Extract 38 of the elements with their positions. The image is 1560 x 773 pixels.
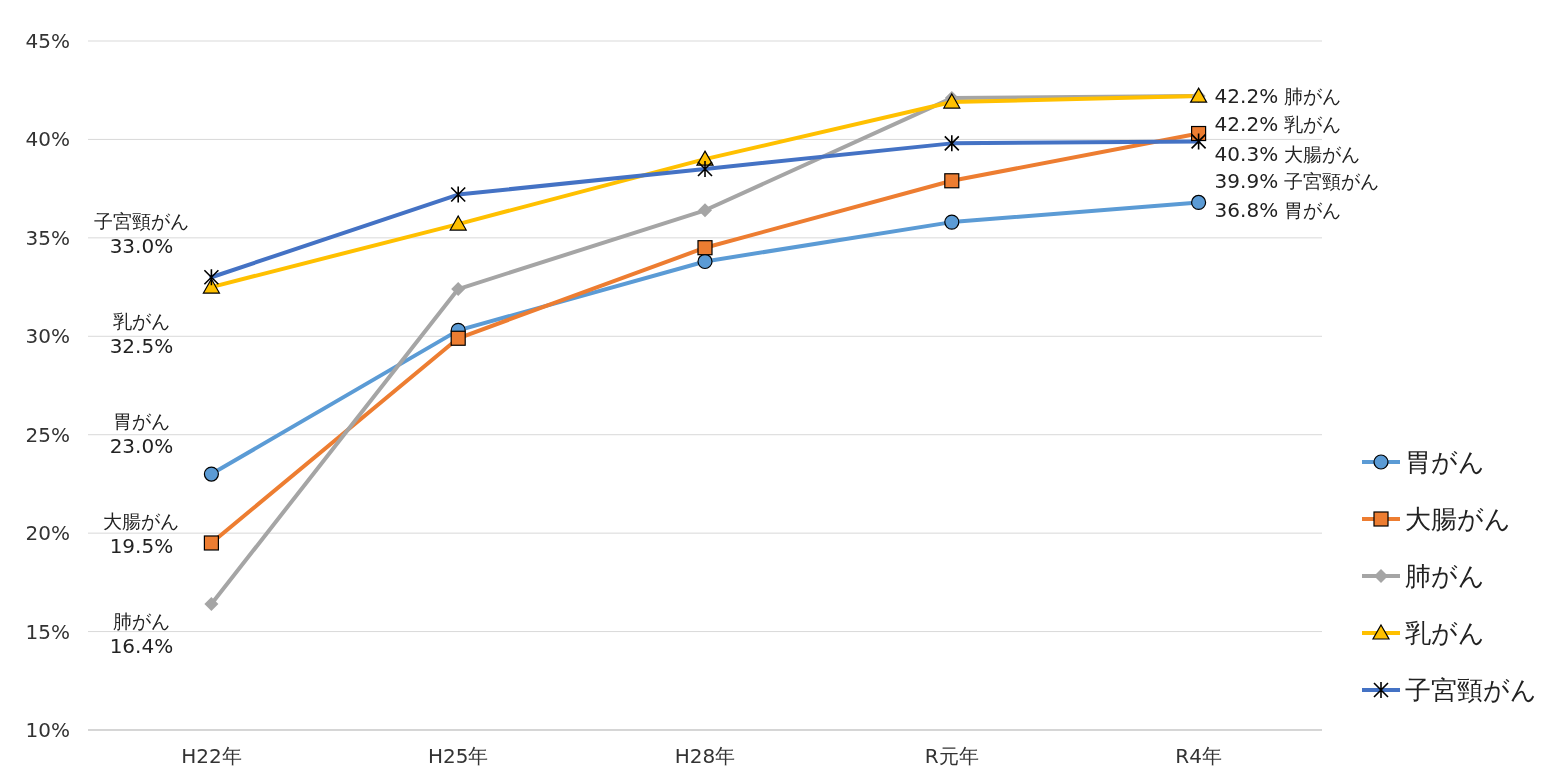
text: 乳がん [1284, 113, 1342, 136]
text: 子宮頸がん [1284, 170, 1380, 193]
legend-label: 大腸がん [1405, 504, 1511, 534]
data-label: 40.3% [1214, 141, 1279, 166]
x-tick-label: H22年 [181, 744, 242, 768]
text: 胃がん [112, 410, 170, 432]
data-label: 23.0% [109, 434, 174, 458]
x-tick-label: H28年 [674, 744, 736, 768]
text: 大腸がん [103, 510, 180, 532]
x-tick-label: H25年 [427, 744, 489, 768]
data-label: 19.5% [109, 534, 174, 558]
x-tick-label: R4年 [1175, 744, 1222, 768]
legend-label: 子宮頸がん [1405, 675, 1537, 705]
data-label: 32.5% [109, 334, 174, 358]
data-label: 16.4% [109, 634, 174, 658]
y-tick-label: 20% [25, 521, 70, 546]
y-tick-label: 25% [25, 422, 70, 447]
legend-label: 胃がん [1405, 447, 1485, 477]
text: 大腸がん [1284, 142, 1361, 165]
y-tick-label: 10% [25, 718, 70, 742]
y-tick-label: 15% [25, 619, 70, 644]
x-tick-label: R元年 [924, 744, 979, 768]
legend-label: 肺がん [1405, 561, 1485, 591]
y-tick-label: 40% [25, 127, 70, 152]
data-label: 33.0% [109, 234, 174, 258]
data-label: 42.2% [1214, 112, 1279, 137]
y-tick-label: 35% [25, 225, 70, 250]
text: 乳がん [112, 310, 170, 332]
text: 肺がん [112, 610, 170, 632]
text: 胃がん [1284, 199, 1342, 222]
data-label: 36.8% [1214, 198, 1279, 223]
text: 肺がん [1284, 85, 1342, 108]
text: 子宮頸がん [93, 210, 189, 232]
y-tick-label: 30% [25, 324, 70, 349]
data-label: 39.9% [1214, 169, 1279, 194]
data-label: 42.2% [1214, 84, 1279, 109]
legend-label: 乳がん [1405, 618, 1485, 648]
y-tick-label: 45% [25, 29, 70, 53]
